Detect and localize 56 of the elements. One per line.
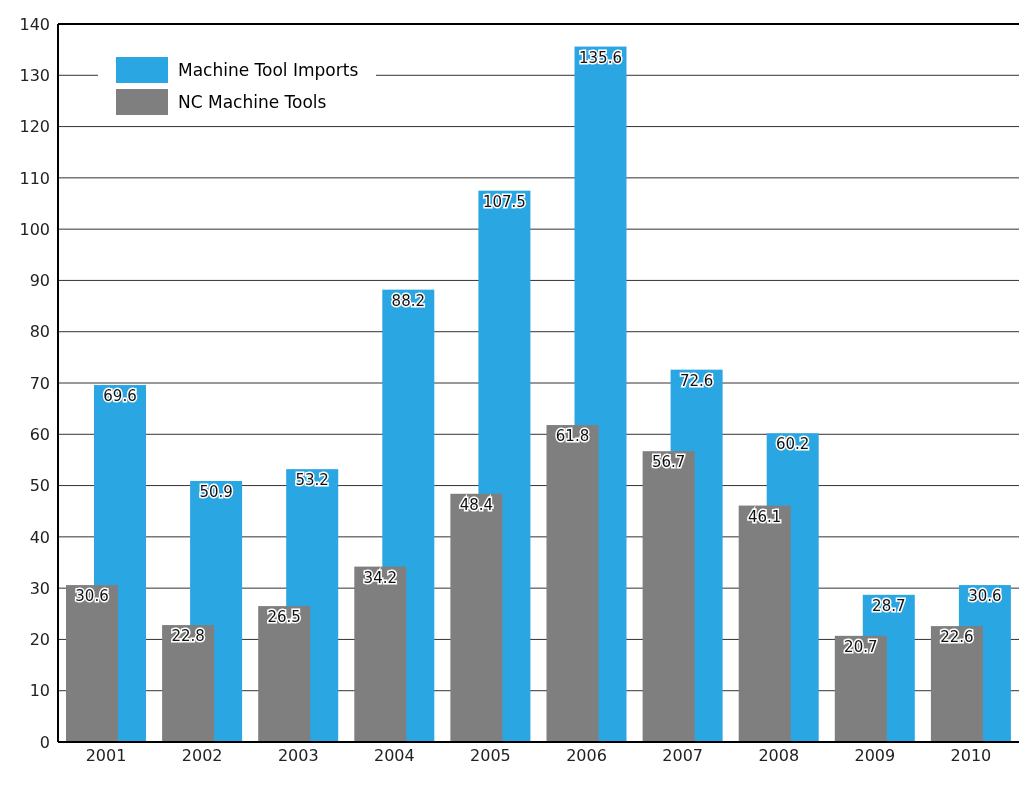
y-tick-label: 70: [29, 373, 50, 393]
data-label: 48.4: [459, 495, 494, 514]
x-tick-label: 2009: [854, 746, 896, 766]
data-label: 22.6: [940, 628, 974, 647]
bar: [258, 606, 311, 742]
y-tick-label: 100: [19, 219, 50, 239]
data-label: 60.2: [776, 435, 810, 454]
x-tick-label: 2005: [470, 746, 511, 766]
bar: [930, 626, 983, 742]
y-tick-label: 10: [29, 681, 50, 701]
x-tick-label: 2008: [758, 746, 800, 766]
data-label: 46.1: [748, 507, 782, 526]
data-label: 56.7: [651, 453, 686, 472]
x-tick-label: 2006: [566, 746, 607, 766]
bar: [66, 585, 118, 742]
bar: [546, 425, 599, 742]
data-label: 72.6: [679, 371, 714, 390]
data-label: 69.6: [103, 387, 137, 406]
y-tick-label: 50: [29, 476, 50, 496]
bar: [162, 625, 215, 742]
data-label: 34.2: [363, 568, 397, 587]
bar: [642, 451, 695, 742]
bar: [450, 493, 503, 742]
data-label: 53.2: [295, 471, 329, 490]
data-label: 26.5: [267, 608, 301, 627]
y-tick-label: 130: [19, 65, 50, 85]
y-tick-label: 30: [29, 578, 50, 598]
bar: [738, 505, 791, 742]
x-tick-label: 2003: [277, 746, 319, 766]
y-tick-label: 110: [19, 168, 50, 188]
y-tick-label: 40: [29, 527, 50, 547]
x-tick-label: 2007: [662, 746, 704, 766]
y-tick-label: 80: [29, 322, 50, 342]
bar: [354, 566, 407, 742]
data-label: 135.6: [579, 48, 622, 67]
data-label: 20.7: [844, 637, 878, 656]
bar: [834, 635, 887, 742]
legend-label: NC Machine Tools: [178, 92, 327, 112]
x-tick-label: 2001: [85, 746, 127, 766]
data-label: 50.9: [199, 482, 233, 501]
y-tick-label: 60: [29, 424, 50, 444]
data-label: 28.7: [872, 596, 906, 615]
x-tick-label: 2010: [950, 746, 992, 766]
y-tick-label: 0: [39, 732, 50, 752]
y-tick-label: 140: [19, 14, 50, 34]
y-tick-label: 20: [29, 630, 50, 650]
legend-label: Machine Tool Imports: [178, 60, 359, 80]
x-tick-label: 2004: [373, 746, 415, 766]
data-label: 30.6: [75, 587, 109, 606]
data-label: 30.6: [968, 587, 1002, 606]
data-label: 107.5: [482, 192, 526, 211]
x-tick-label: 2002: [181, 746, 223, 766]
y-tick-label: 120: [19, 117, 50, 137]
data-label: 22.8: [171, 627, 205, 646]
y-tick-label: 90: [29, 271, 50, 291]
data-label: 88.2: [391, 291, 425, 310]
